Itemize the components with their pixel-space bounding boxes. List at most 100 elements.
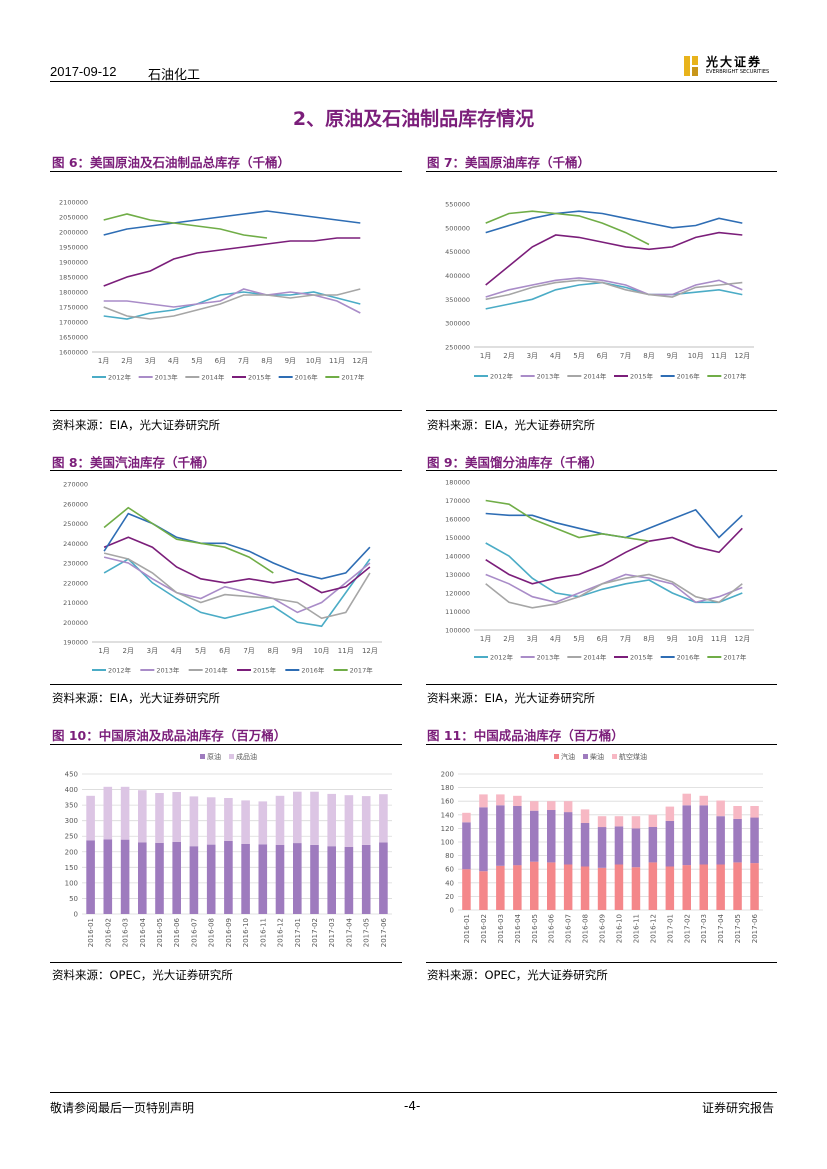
fig9-xtick-label: 11月 xyxy=(711,635,727,643)
fig8-ytick-label: 220000 xyxy=(63,579,88,587)
fig8-xtick-label: 8月 xyxy=(268,647,279,655)
fig10-bar-segment xyxy=(172,841,181,914)
fig9-ytick-label: 130000 xyxy=(445,571,470,579)
fig9-rule xyxy=(426,470,777,471)
fig11-xtick-label: 2016-09 xyxy=(599,914,607,943)
fig11-legend-swatch xyxy=(583,754,588,759)
fig6-series-line xyxy=(103,210,361,236)
fig11-ytick-label: 140 xyxy=(441,811,454,819)
fig10-source: 资料来源：OPEC，光大证券研究所 xyxy=(52,968,233,982)
fig9-series-line xyxy=(485,499,650,542)
report-category: 石油化工 xyxy=(148,67,201,82)
fig7-xtick-label: 6月 xyxy=(597,352,608,360)
fig10-source-rule xyxy=(50,962,402,963)
fig10-xtick-label: 2017-03 xyxy=(328,918,336,947)
fig9-svg: 100000 110000 120000 130000 140000 150000 1600… xyxy=(445,479,754,662)
fig6-legend-label: 2015年 xyxy=(248,373,272,382)
fig10-bar-segment xyxy=(241,800,250,844)
fig7-legend-label: 2013年 xyxy=(537,372,561,381)
fig11-bar-segment xyxy=(547,810,556,863)
fig11-svg: 0 20 40 60 80 100 120 140 160 180 200 2016-01 2016-0… xyxy=(441,752,763,943)
fig10-bar-segment xyxy=(327,793,336,847)
fig9-xtick-label: 8月 xyxy=(643,635,654,643)
fig11-bar-segment xyxy=(580,809,590,823)
fig10-legend-swatch xyxy=(229,754,234,759)
fig11-source: 资料来源：OPEC，光大证券研究所 xyxy=(427,968,608,982)
fig8-series-line xyxy=(103,536,371,594)
fig9-ytick-label: 120000 xyxy=(445,590,470,598)
fig10-bar-segment xyxy=(293,843,302,914)
fig11-bar-segment xyxy=(682,793,691,806)
fig7-xtick-label: 10月 xyxy=(688,352,704,360)
fig7-xtick-label: 9月 xyxy=(667,352,678,360)
fig6-ytick-label: 1950000 xyxy=(59,244,88,252)
fig8-xtick-label: 3月 xyxy=(147,647,158,655)
fig11-bar-segment xyxy=(547,801,556,810)
fig9-source-rule xyxy=(426,684,777,685)
fig11-bar-segment xyxy=(597,816,607,828)
fig7-ytick-label: 350000 xyxy=(445,296,470,304)
fig8-xtick-label: 12月 xyxy=(362,647,378,655)
fig11-xtick-label: 2017-05 xyxy=(734,914,742,943)
fig8-xtick-label: 6月 xyxy=(219,647,230,655)
fig9-series-line xyxy=(485,573,743,609)
fig9-ytick-label: 110000 xyxy=(445,608,470,616)
fig8-series-line xyxy=(103,552,371,620)
fig11-legend-swatch xyxy=(554,754,559,759)
fig10-ytick-label: 250 xyxy=(65,833,78,841)
fig10-bar-segment xyxy=(206,797,216,845)
fig6-source: 资料来源：EIA，光大证券研究所 xyxy=(52,418,221,432)
fig6-xtick-label: 2月 xyxy=(121,357,132,365)
fig6-xtick-label: 8月 xyxy=(261,357,272,365)
fig10-xtick-label: 2016-09 xyxy=(225,918,233,947)
fig7-series-line xyxy=(485,231,743,286)
fig8-title: 图 8：美国汽油库存（千桶） xyxy=(52,455,216,470)
fig7-xtick-label: 8月 xyxy=(643,352,654,360)
fig11-ytick-label: 20 xyxy=(445,893,454,901)
fig6-series-line xyxy=(103,213,268,239)
fig11-bar-segment xyxy=(462,869,471,910)
fig11-ytick-label: 180 xyxy=(441,784,454,792)
fig10-xtick-label: 2016-12 xyxy=(277,918,285,947)
fig8-series-line xyxy=(103,506,274,574)
fig10-bar-segment xyxy=(361,796,371,845)
fig7-legend-label: 2015年 xyxy=(630,372,654,381)
fig7-source-rule xyxy=(426,410,777,411)
fig11-xtick-label: 2017-06 xyxy=(751,913,759,943)
fig9-ytick-label: 170000 xyxy=(445,497,470,505)
fig6-ytick-label: 1750000 xyxy=(59,304,88,312)
fig11-bar-segment xyxy=(682,865,691,910)
fig9-title: 图 9：美国馏分油库存（千桶） xyxy=(427,455,603,470)
fig8-rule xyxy=(50,470,402,471)
fig6-ytick-label: 2050000 xyxy=(59,214,88,222)
fig10-bar-segment xyxy=(103,786,113,840)
fig6-series-line xyxy=(103,291,361,320)
fig7-xtick-label: 11月 xyxy=(711,352,727,360)
fig10-bar-segment xyxy=(189,796,199,847)
fig11-bar-segment xyxy=(733,806,742,819)
fig11-ytick-label: 120 xyxy=(441,825,454,833)
page-number: -4- xyxy=(404,1099,421,1113)
fig7-legend-label: 2016年 xyxy=(677,372,701,381)
fig6-ytick-label: 2000000 xyxy=(59,229,88,237)
fig10-bar-segment xyxy=(344,846,354,914)
header-rule xyxy=(50,81,777,82)
fig11-bar-segment xyxy=(733,818,742,863)
fig9-source: 资料来源：EIA，光大证券研究所 xyxy=(427,691,596,705)
fig11-bar-segment xyxy=(462,822,471,870)
fig7-legend-label: 2014年 xyxy=(583,372,607,381)
fig10-ytick-label: 450 xyxy=(65,771,78,779)
fig10-ytick-label: 400 xyxy=(65,786,78,794)
fig8-chart: 190000 200000 210000 220000 230000 240000 2500… xyxy=(52,474,397,680)
fig11-xtick-label: 2016-06 xyxy=(548,913,556,943)
fig8-xtick-label: 1月 xyxy=(98,647,109,655)
fig6-legend-label: 2012年 xyxy=(108,373,132,382)
fig10-xtick-label: 2016-05 xyxy=(156,918,164,947)
fig6-ytick-label: 1850000 xyxy=(59,274,88,282)
fig10-svg: 0 50 100 150 200 250 300 350 400 450 2016-01 2016-0… xyxy=(65,752,392,947)
fig8-xtick-label: 10月 xyxy=(314,647,330,655)
fig7-ytick-label: 450000 xyxy=(445,248,470,256)
fig7-ytick-label: 300000 xyxy=(445,320,470,328)
fig8-xtick-label: 2月 xyxy=(123,647,134,655)
fig11-ytick-label: 80 xyxy=(445,852,454,860)
